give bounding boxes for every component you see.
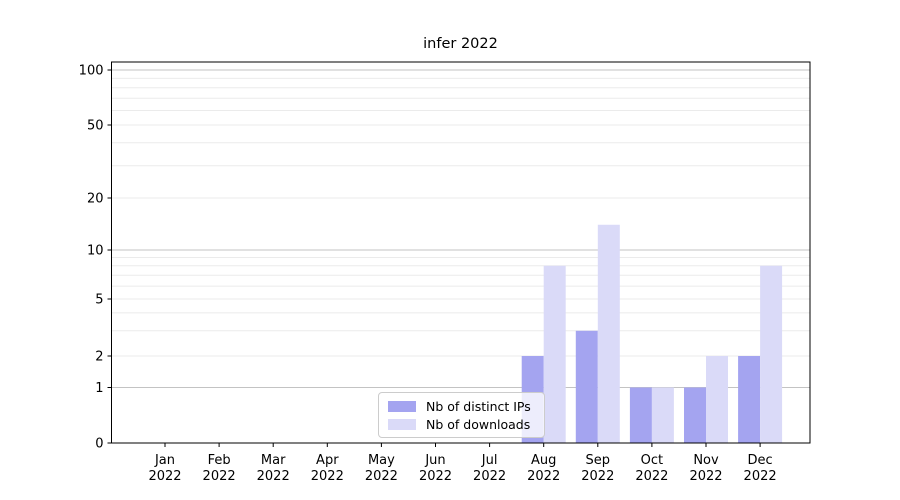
y-tick-label: 2 (95, 350, 103, 365)
legend-box: Nb of distinct IPs Nb of downloads (378, 392, 545, 438)
bar-downloads (706, 356, 728, 443)
legend-item-downloads: Nb of downloads (388, 415, 536, 433)
y-tick-label: 1 (95, 381, 103, 396)
axis-spine (111, 61, 811, 444)
bar-downloads (760, 265, 783, 443)
x-tick-label: Aug 2022 (527, 453, 560, 484)
bar-distinct-ips (575, 330, 598, 443)
legend-label-distinct-ips: Nb of distinct IPs (426, 398, 531, 414)
y-tick-label: 0 (95, 437, 103, 452)
y-tick-label: 10 (87, 244, 104, 259)
x-tick-label: May 2022 (365, 453, 398, 484)
y-tick-label: 5 (95, 293, 103, 308)
x-tick-label: Apr 2022 (311, 453, 344, 484)
x-tick-label: Oct 2022 (635, 453, 668, 484)
bar-distinct-ips (684, 387, 706, 443)
y-tick-label: 50 (87, 119, 104, 134)
bar-downloads (651, 387, 674, 443)
bar-downloads (543, 265, 566, 443)
legend-label-downloads: Nb of downloads (426, 416, 531, 432)
legend-swatch-distinct-ips (388, 400, 416, 412)
x-tick-label: Dec 2022 (744, 453, 777, 484)
bar-distinct-ips (738, 356, 761, 443)
x-tick-label: Jun 2022 (419, 453, 452, 484)
chart-title: infer 2022 (423, 36, 498, 52)
x-tick-label: Sep 2022 (581, 453, 614, 484)
x-tick-label: Jan 2022 (148, 453, 181, 484)
x-tick-label: Jul 2022 (473, 453, 506, 484)
bar-downloads (597, 224, 620, 443)
x-tick-label: Mar 2022 (257, 453, 290, 484)
legend-swatch-downloads (388, 418, 416, 430)
x-tick-label: Feb 2022 (203, 453, 236, 484)
bar-distinct-ips (629, 387, 652, 443)
legend-item-distinct-ips: Nb of distinct IPs (388, 397, 536, 415)
y-tick-label: 100 (79, 64, 104, 79)
y-tick-label: 20 (87, 192, 104, 207)
x-tick-label: Nov 2022 (689, 453, 722, 484)
